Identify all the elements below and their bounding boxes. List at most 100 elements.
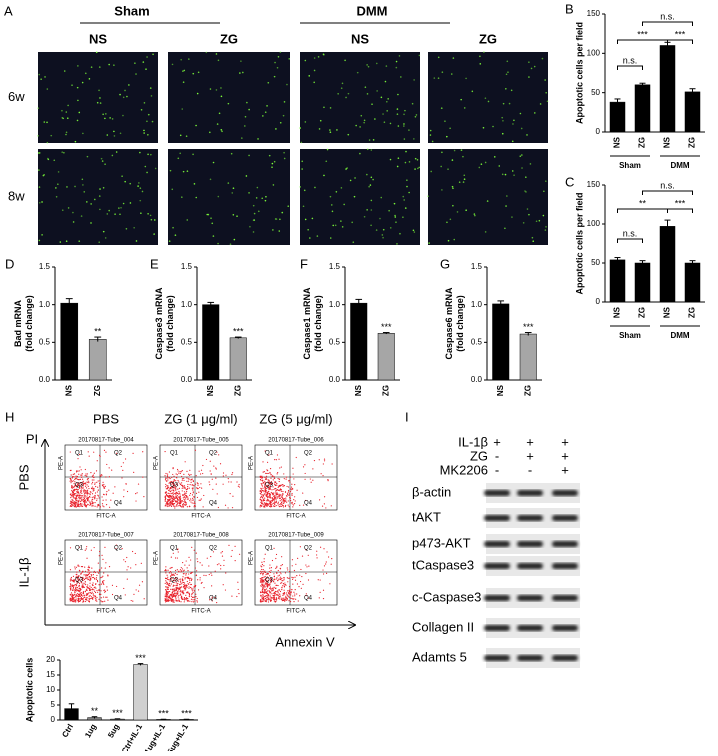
y-tick-label: 0.5 xyxy=(181,337,193,346)
event-dot xyxy=(308,566,309,567)
event-dot xyxy=(182,593,183,594)
event-dot xyxy=(79,479,80,480)
event-dot xyxy=(306,566,307,567)
cell-dot xyxy=(409,161,411,163)
event-dot xyxy=(185,502,186,503)
cell-dot xyxy=(253,219,255,221)
event-dot xyxy=(321,473,322,474)
event-dot xyxy=(274,595,275,596)
event-dot xyxy=(177,585,178,586)
event-dot xyxy=(99,569,100,570)
cell-dot xyxy=(367,93,369,95)
event-dot xyxy=(278,494,279,495)
event-dot xyxy=(291,487,292,488)
cell-dot xyxy=(265,111,267,113)
cell-dot xyxy=(128,84,130,86)
event-dot xyxy=(276,485,277,486)
event-dot xyxy=(324,496,325,497)
event-dot xyxy=(262,564,263,565)
event-dot xyxy=(266,500,267,501)
event-dot xyxy=(284,485,285,486)
cell-dot xyxy=(179,152,181,154)
cell-dot xyxy=(359,126,361,128)
event-dot xyxy=(123,462,124,463)
event-dot xyxy=(201,498,202,499)
event-dot xyxy=(184,570,185,571)
event-dot xyxy=(294,570,295,571)
event-dot xyxy=(300,581,301,582)
quadrant-label: Q4 xyxy=(304,501,313,507)
cell-dot xyxy=(374,118,376,120)
event-dot xyxy=(167,506,168,507)
cell-dot xyxy=(417,168,419,170)
event-dot xyxy=(83,595,84,596)
event-dot xyxy=(238,484,239,485)
event-dot xyxy=(262,597,263,598)
event-dot xyxy=(165,486,166,487)
cell-dot xyxy=(513,174,515,176)
cell-dot xyxy=(323,175,325,177)
event-dot xyxy=(76,503,77,504)
event-dot xyxy=(102,484,103,485)
event-dot xyxy=(287,567,288,568)
event-dot xyxy=(276,597,277,598)
blot-band xyxy=(552,625,578,631)
event-dot xyxy=(190,474,191,475)
event-dot xyxy=(74,599,75,600)
event-dot xyxy=(175,593,176,594)
cell-dot xyxy=(105,113,107,115)
event-dot xyxy=(203,495,204,496)
x-tick-label: NS xyxy=(613,136,622,148)
event-dot xyxy=(125,483,126,484)
bracket xyxy=(618,40,668,44)
event-dot xyxy=(304,464,305,465)
event-dot xyxy=(178,598,179,599)
event-dot xyxy=(199,471,200,472)
event-dot xyxy=(292,565,293,566)
panel-letter: B xyxy=(565,1,574,16)
event-dot xyxy=(165,583,166,584)
event-dot xyxy=(191,589,192,590)
event-dot xyxy=(270,598,271,599)
event-dot xyxy=(165,589,166,590)
cell-dot xyxy=(68,207,70,209)
event-dot xyxy=(261,488,262,489)
cell-dot xyxy=(502,174,504,176)
event-dot xyxy=(106,464,107,465)
event-dot xyxy=(284,478,285,479)
y-tick-label: 1.5 xyxy=(181,262,193,271)
event-dot xyxy=(271,597,272,598)
cell-dot xyxy=(307,229,309,231)
event-dot xyxy=(200,483,201,484)
cell-dot xyxy=(228,103,230,105)
event-dot xyxy=(196,475,197,476)
event-dot xyxy=(261,483,262,484)
event-dot xyxy=(86,575,87,576)
event-dot xyxy=(176,492,177,493)
event-dot xyxy=(77,492,78,493)
cell-dot xyxy=(398,125,400,127)
event-dot xyxy=(93,594,94,595)
column-label: ZG (5 μg/ml) xyxy=(259,411,332,426)
cell-dot xyxy=(354,177,356,179)
event-dot xyxy=(77,506,78,507)
cell-dot xyxy=(198,71,200,73)
event-dot xyxy=(262,601,263,602)
cell-dot xyxy=(276,218,278,220)
cell-dot xyxy=(100,102,102,104)
event-dot xyxy=(270,496,271,497)
y-tick-label: 1.5 xyxy=(471,262,483,271)
cell-dot xyxy=(236,215,238,217)
quadrant-label: Q3 xyxy=(75,578,84,584)
event-dot xyxy=(180,601,181,602)
event-dot xyxy=(287,581,288,582)
event-dot xyxy=(85,490,86,491)
event-dot xyxy=(288,495,289,496)
event-dot xyxy=(196,570,197,571)
event-dot xyxy=(281,502,282,503)
cell-dot xyxy=(106,134,108,136)
significance: *** xyxy=(381,322,392,332)
event-dot xyxy=(77,502,78,503)
cell-dot xyxy=(145,166,147,168)
event-dot xyxy=(267,595,268,596)
